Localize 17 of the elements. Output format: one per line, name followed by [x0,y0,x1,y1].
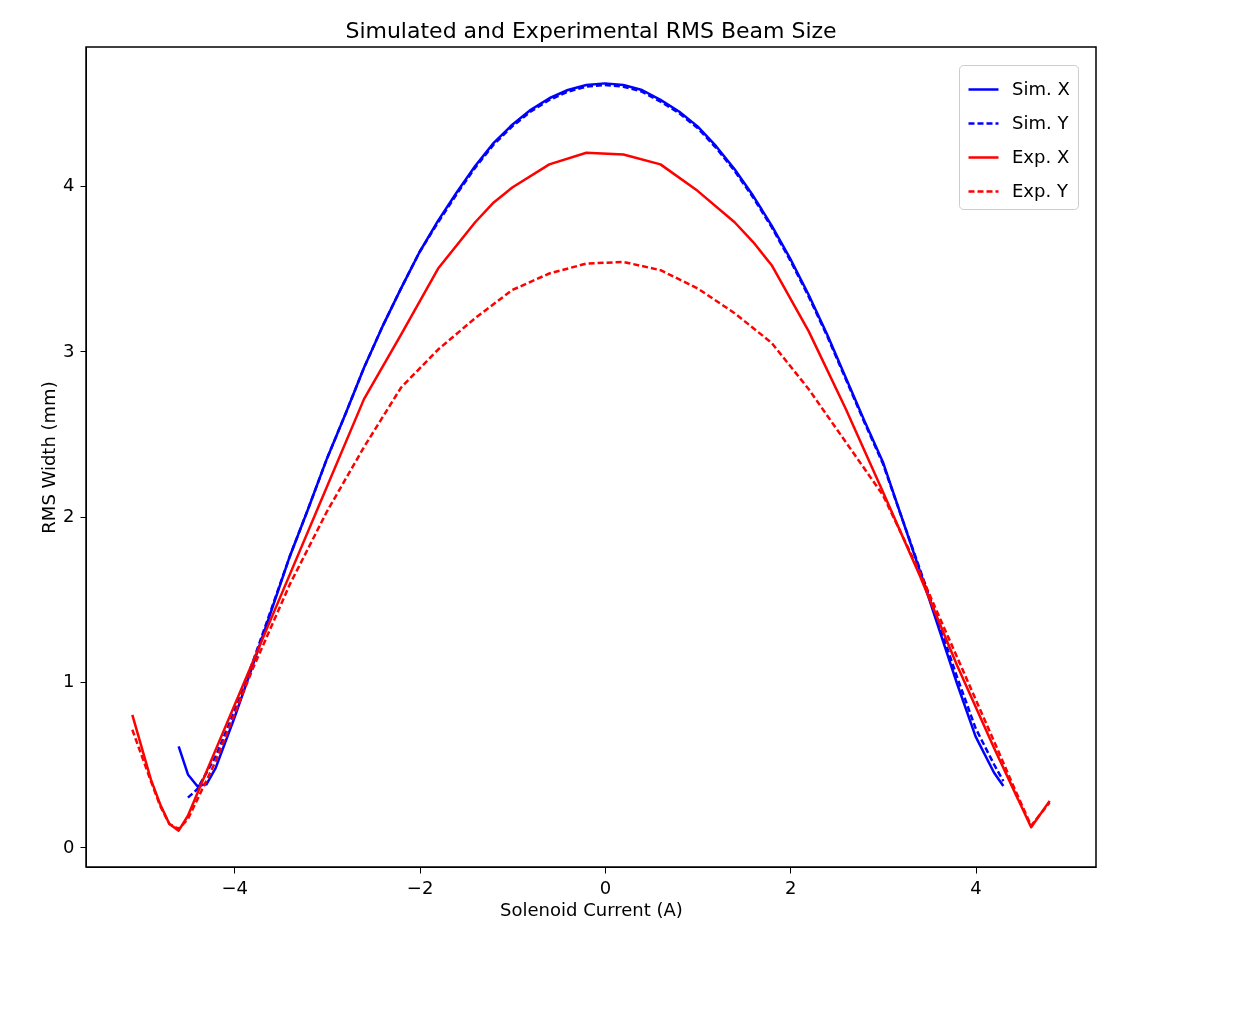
y-tick-label: 3 [63,339,75,361]
x-tick-label: 2 [784,876,797,898]
x-tick-label: −4 [221,876,249,898]
x-tick-label: 0 [599,876,612,898]
x-tick-label: 4 [970,876,982,898]
y-tick-label: 4 [63,174,75,196]
chart-title: Simulated and Experimental RMS Beam Size [345,18,837,43]
y-tick-label: 0 [63,835,75,857]
legend-label: Exp. X [1012,145,1070,167]
legend-label: Exp. Y [1012,179,1069,201]
legend-label: Sim. X [1012,77,1070,99]
legend-label: Sim. Y [1012,111,1070,133]
x-axis-title: Solenoid Current (A) [500,898,683,920]
y-tick-label: 2 [63,505,75,527]
y-axis-title: RMS Width (mm) [38,381,60,534]
y-tick-label: 1 [63,670,75,692]
x-tick-label: −2 [406,876,434,898]
